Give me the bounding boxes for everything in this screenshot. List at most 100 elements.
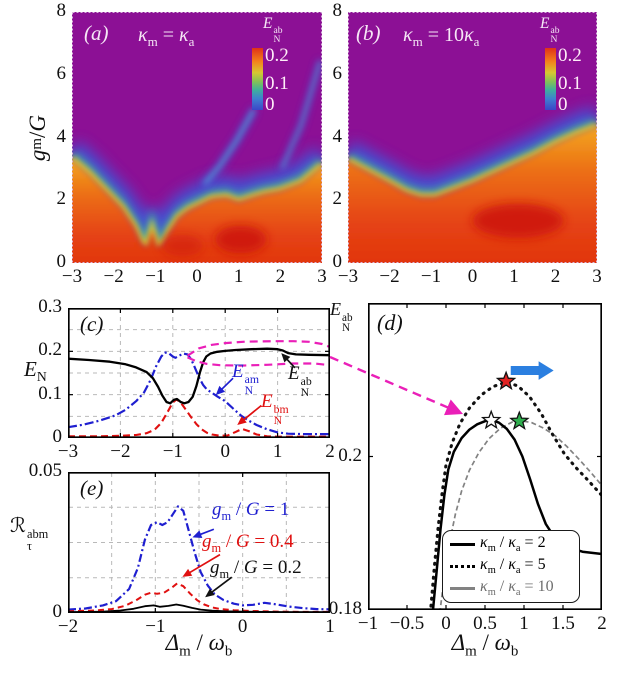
y-tick-label: 0 — [52, 601, 63, 622]
colorbar-tick: 0 — [558, 94, 568, 115]
line-panel-d: (d) κm / κa = 2 κm / κa = 5 κm / κa = 10… — [329, 303, 607, 634]
x-tick-label: −1 — [162, 441, 183, 462]
gray-line-sample — [450, 586, 475, 590]
x-axis-label-left: Δm / ωb — [165, 630, 233, 660]
x-tick-label: −2 — [57, 616, 79, 637]
x-tick-label: 3 — [592, 266, 602, 287]
panel-e-plot — [68, 472, 330, 613]
series-gm_G_1 — [68, 505, 330, 611]
x-tick-label: 1 — [233, 266, 244, 287]
star-marker — [480, 409, 502, 430]
x-tick-label: −2 — [110, 441, 131, 462]
y-tick-label: 8 — [332, 0, 343, 21]
x-tick-label: −1 — [357, 613, 379, 634]
curve-label-g02: gm / G = 0.2 — [210, 557, 302, 581]
x-axis-label-right: Δm / ωb — [451, 630, 519, 660]
panel-c-plot — [68, 308, 330, 438]
series-EN_ab — [68, 347, 330, 405]
x-tick-label: −1 — [420, 266, 442, 287]
solid-line-sample — [450, 542, 475, 546]
panel-label-d: (d) — [377, 310, 403, 335]
x-tick-label: 1 — [519, 613, 529, 634]
colorbar-tick: 0.2 — [265, 45, 289, 66]
y-tick-label: 0.3 — [38, 296, 62, 317]
x-tick-label: 0 — [467, 266, 478, 287]
x-tick-label: 2 — [550, 266, 561, 287]
colorbar-tick: 0.1 — [558, 73, 582, 94]
x-tick-label: 1 — [509, 266, 519, 287]
x-tick-label: −1 — [145, 266, 166, 287]
curve-label-g1: gm / G = 1 — [212, 499, 290, 523]
y-tick-label: 0 — [56, 251, 67, 272]
x-tick-label: −1 — [145, 616, 166, 637]
legend-row-k10: κm / κa = 10 — [450, 577, 572, 599]
series-EN_am — [68, 351, 330, 436]
colorbar-tick: 0.1 — [265, 73, 289, 94]
x-tick-label: 0 — [220, 441, 230, 462]
y-tick-label: 8 — [56, 0, 67, 21]
panel-label-b: (b) — [356, 21, 381, 45]
x-tick-label: 1.5 — [551, 613, 575, 634]
legend-row-k5: κm / κa = 5 — [450, 555, 572, 577]
line-panel-e: (e) gm / G = 1 gm / G = 0.4 gm / G = 0.2… — [29, 461, 335, 637]
series-EN_bm — [68, 398, 330, 438]
colorbar — [252, 48, 263, 110]
x-tick-label: −2 — [379, 266, 400, 287]
panel-label-e: (e) — [80, 476, 104, 500]
y-tick-label: 0.1 — [38, 382, 62, 404]
series-gm_G_0.4 — [68, 582, 330, 613]
x-tick-label: −3 — [61, 266, 83, 287]
legend: κm / κa = 2 κm / κa = 5 κm / κa = 10 — [442, 530, 580, 603]
y-tick-label: 0 — [332, 251, 343, 272]
y-tick-label: 0 — [52, 426, 63, 447]
panel-label-c: (c) — [80, 312, 104, 336]
panel-label-a: (a) — [84, 21, 109, 45]
y-tick-label: 4 — [332, 125, 343, 147]
x-tick-label: 0.5 — [473, 613, 497, 634]
x-tick-label: 0 — [237, 616, 248, 637]
legend-row-k2: κm / κa = 2 — [450, 533, 572, 555]
x-tick-label: 3 — [317, 266, 327, 287]
x-tick-label: 0 — [441, 613, 451, 634]
heatmap-a-plot — [72, 12, 322, 263]
series-zoom_region_lower — [187, 356, 330, 367]
y-tick-label: 0.05 — [28, 460, 62, 481]
panel-a-title: κm = κa — [138, 24, 195, 49]
y-tick-label: 2 — [56, 188, 67, 210]
y-tick-label: 6 — [332, 62, 343, 84]
legend-label: κm / κa = 10 — [480, 577, 554, 599]
legend-label: κm / κa = 5 — [480, 555, 546, 577]
x-tick-label: 2 — [275, 266, 286, 287]
colorbar — [545, 48, 556, 110]
x-tick-label: −3 — [337, 266, 359, 287]
star-marker — [509, 410, 530, 431]
dotted-line-sample — [450, 564, 475, 568]
x-tick-label: −0.5 — [389, 613, 425, 634]
y-tick-label: 0.18 — [328, 598, 362, 619]
x-tick-label: 1 — [325, 616, 335, 637]
x-tick-label: 1 — [272, 441, 283, 462]
y-tick-label: 2 — [332, 188, 343, 210]
y-tick-label: 0.2 — [338, 444, 362, 466]
curve-label-g04: gm / G = 0.4 — [202, 531, 294, 555]
x-tick-label: 0 — [192, 266, 202, 287]
y-tick-label: 0.2 — [38, 339, 62, 361]
panel-b-title: κm = 10κa — [403, 24, 480, 49]
x-tick-label: 2 — [325, 441, 335, 462]
y-tick-label: 6 — [56, 62, 67, 84]
x-tick-label: 2 — [597, 613, 607, 634]
colorbar-tick: 0.2 — [558, 45, 582, 66]
legend-label: κm / κa = 2 — [480, 533, 546, 555]
